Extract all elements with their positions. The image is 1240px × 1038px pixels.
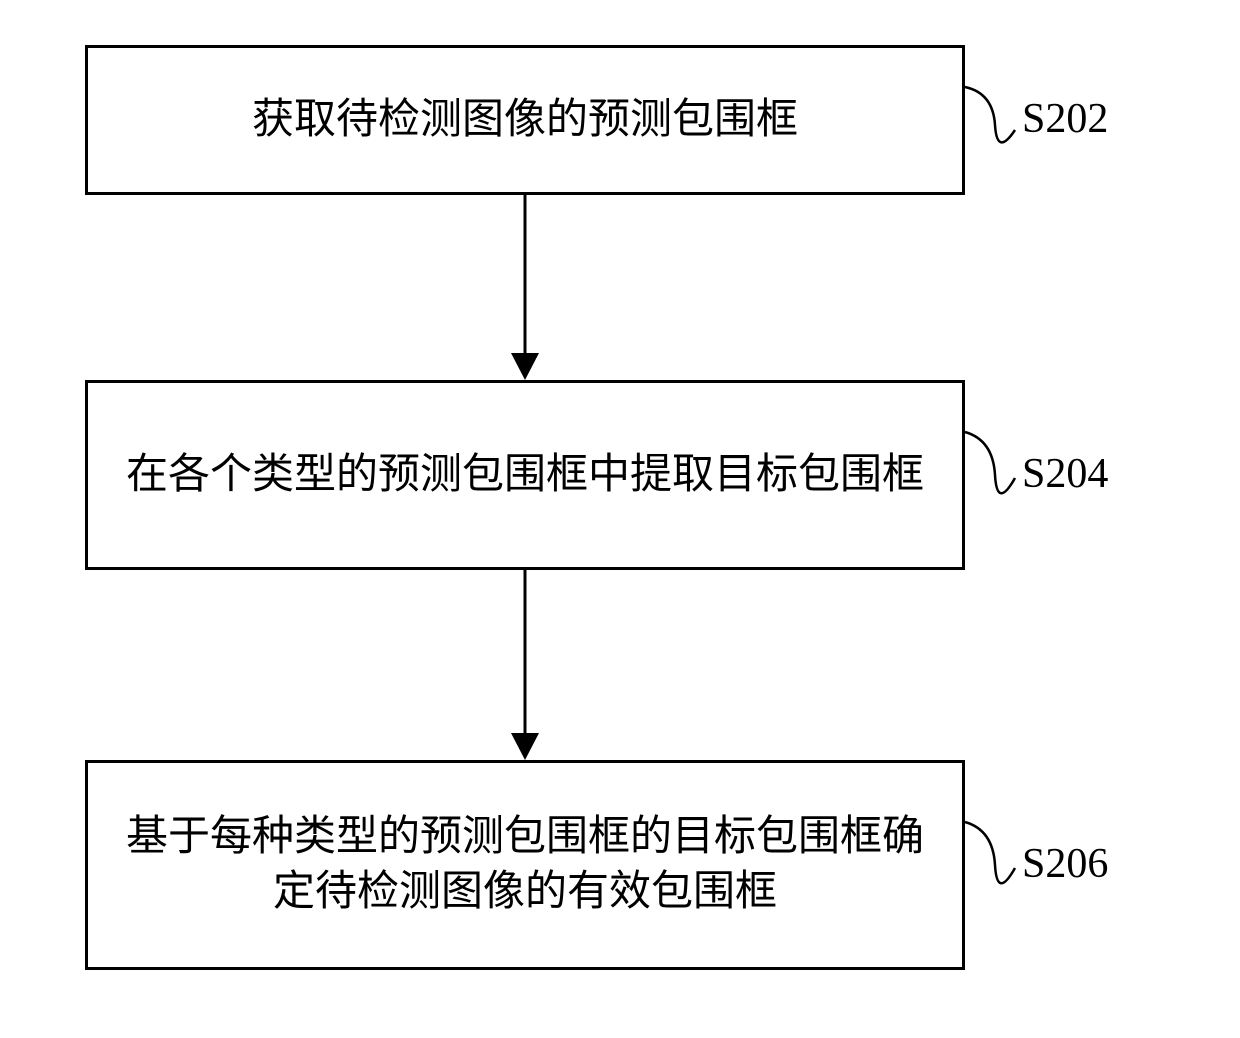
label-connector-s206: [965, 810, 1015, 920]
step-text: 在各个类型的预测包围框中提取目标包围框: [126, 448, 924, 503]
arrow-s202-s204: [505, 195, 545, 380]
step-label-s206: S206: [1022, 840, 1108, 888]
step-box-s204: 在各个类型的预测包围框中提取目标包围框: [85, 380, 965, 570]
step-text: 基于每种类型的预测包围框的目标包围框确定待检测图像的有效包围框: [118, 810, 932, 919]
step-box-s202: 获取待检测图像的预测包围框: [85, 45, 965, 195]
step-label-s202: S202: [1022, 95, 1108, 143]
step-text: 获取待检测图像的预测包围框: [252, 93, 798, 148]
label-connector-s202: [965, 75, 1015, 175]
label-connector-s204: [965, 420, 1015, 530]
arrow-s204-s206: [505, 570, 545, 760]
flowchart-container: 获取待检测图像的预测包围框 S202 在各个类型的预测包围框中提取目标包围框 S…: [0, 0, 1240, 1038]
step-label-s204: S204: [1022, 450, 1108, 498]
step-box-s206: 基于每种类型的预测包围框的目标包围框确定待检测图像的有效包围框: [85, 760, 965, 970]
